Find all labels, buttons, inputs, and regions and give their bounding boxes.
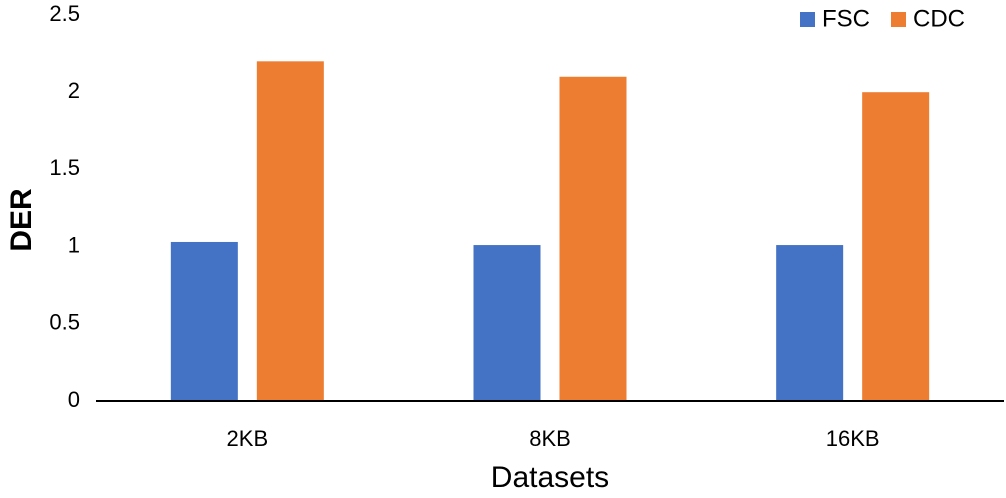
bar-cdc-16kb [862, 92, 930, 401]
x-axis-title: Datasets [491, 461, 609, 494]
legend-label-cdc: CDC [913, 5, 965, 32]
y-axis-ticks: 0 0.5 1 1.5 2 2.5 [49, 1, 80, 412]
legend-label-fsc: FSC [822, 5, 870, 32]
legend: FSC CDC [800, 5, 965, 32]
x-tick-label: 8KB [529, 426, 571, 451]
bars-group [170, 61, 930, 401]
bar-fsc-8kb [473, 245, 541, 401]
x-tick-label: 2KB [227, 426, 269, 451]
bar-cdc-2kb [256, 61, 324, 401]
bar-fsc-16kb [776, 245, 844, 401]
x-tick-label: 16KB [826, 426, 880, 451]
legend-swatch-cdc [891, 12, 906, 27]
y-tick-label: 1 [68, 232, 80, 257]
y-tick-label: 2 [68, 78, 80, 103]
y-tick-label: 2.5 [49, 1, 80, 26]
y-axis-title: DER [5, 188, 38, 252]
bar-fsc-2kb [170, 241, 238, 401]
bar-cdc-8kb [559, 76, 627, 401]
legend-swatch-fsc [800, 12, 815, 27]
y-tick-label: 0.5 [49, 310, 80, 335]
y-tick-label: 1.5 [49, 155, 80, 180]
y-tick-label: 0 [68, 387, 80, 412]
x-axis-ticks: 2KB 8KB 16KB [227, 426, 880, 451]
